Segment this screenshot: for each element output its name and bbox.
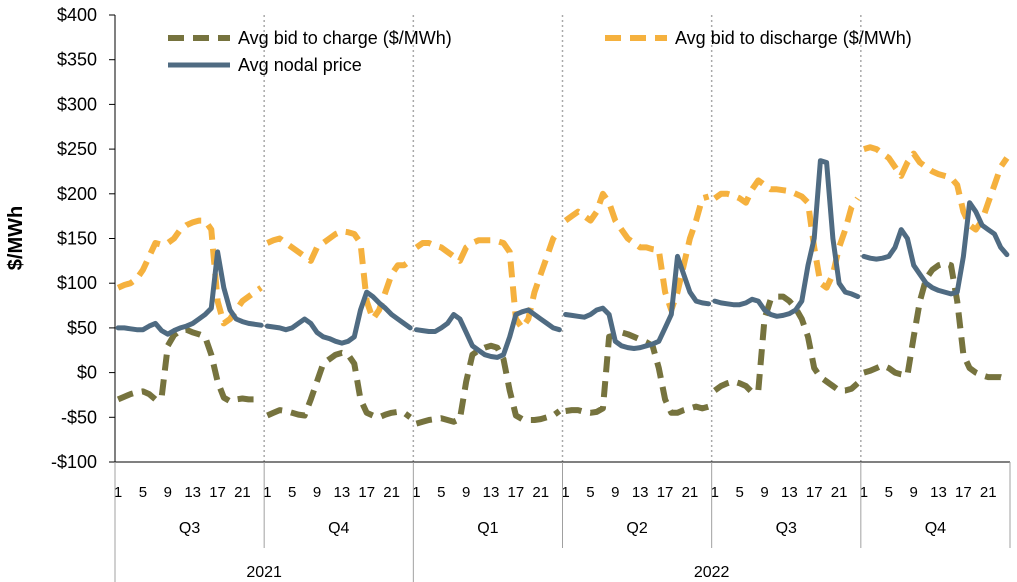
- y-tick-label: $300: [57, 94, 97, 114]
- y-axis-ticks: -$100 -$50 $0 $50 $100 $150 $200 $250 $300 $350 $4…: [51, 5, 115, 472]
- y-tick-label: $50: [67, 318, 97, 338]
- dashed-series-line: [563, 190, 710, 313]
- y-tick-label: $200: [57, 184, 97, 204]
- hour-tick-label: 9: [462, 484, 470, 501]
- quarter-label: Q1: [477, 520, 498, 537]
- quarter-label: Q2: [626, 520, 647, 537]
- hour-tick-label: 5: [139, 484, 147, 501]
- hour-tick-label: 13: [781, 484, 798, 501]
- legend: Avg bid to charge ($/MWh) Avg bid to disc…: [168, 28, 912, 75]
- legend-label: Avg bid to discharge ($/MWh): [675, 28, 912, 48]
- year-label: 2021: [246, 564, 282, 581]
- solid-series-line: [413, 307, 562, 360]
- hour-tick-label: 13: [632, 484, 649, 501]
- legend-label: Avg nodal price: [238, 55, 362, 75]
- hour-tick-label: 17: [806, 484, 823, 501]
- dashed-series-line: [713, 293, 860, 396]
- hour-tick-label: 21: [980, 484, 997, 501]
- quarter-label: Q3: [179, 520, 200, 537]
- y-tick-label: $150: [57, 229, 97, 249]
- hour-tick-label: 17: [657, 484, 674, 501]
- y-tick-label: -$100: [51, 452, 97, 472]
- hour-tick-label: 21: [532, 484, 549, 501]
- plot-area: [115, 15, 1010, 462]
- quarter-label: Q4: [328, 520, 349, 537]
- hour-tick-label: 17: [508, 484, 525, 501]
- hour-tick-label: 5: [735, 484, 743, 501]
- hour-tick-label: 1: [561, 484, 569, 501]
- solid-series-line: [563, 253, 712, 351]
- dashed-series-line: [414, 227, 562, 331]
- solid-series-line: [115, 249, 264, 337]
- dashed-series-line: [713, 177, 861, 291]
- legend-label: Avg bid to charge ($/MWh): [238, 28, 452, 48]
- dashed-series-line: [863, 260, 1008, 382]
- hour-tick-label: 13: [483, 484, 500, 501]
- hour-tick-label: 13: [930, 484, 947, 501]
- hour-tick-label: 9: [611, 484, 619, 501]
- dashed-series-line: [266, 349, 412, 421]
- hour-tick-label: 1: [860, 484, 868, 501]
- dashed-series-line: [116, 326, 262, 405]
- y-tick-label: $400: [57, 5, 97, 25]
- hour-tick-label: 13: [334, 484, 351, 501]
- dashed-series-line: [116, 217, 263, 327]
- hour-tick-label: 9: [313, 484, 321, 501]
- year-label: 2022: [694, 564, 730, 581]
- hour-tick-label: 1: [412, 484, 420, 501]
- hour-tick-label: 5: [885, 484, 893, 501]
- y-tick-label: $350: [57, 50, 97, 70]
- solid-series-line: [712, 158, 861, 319]
- hour-tick-label: 9: [760, 484, 768, 501]
- hour-tick-label: 5: [586, 484, 594, 501]
- hour-tick-label: 21: [234, 484, 251, 501]
- y-tick-label: $100: [57, 273, 97, 293]
- hour-tick-label: 5: [437, 484, 445, 501]
- solid-series-line: [264, 289, 413, 346]
- quarter-label: Q3: [776, 520, 797, 537]
- hour-tick-label: 1: [263, 484, 271, 501]
- dashed-series-line: [415, 342, 562, 427]
- dashed-series-line: [863, 144, 1010, 233]
- quarter-label: Q4: [925, 520, 946, 537]
- y-tick-label: -$50: [61, 407, 97, 427]
- hour-tick-label: 17: [209, 484, 226, 501]
- hour-tick-label: 21: [383, 484, 400, 501]
- hour-tick-label: 1: [711, 484, 719, 501]
- hour-tick-label: 9: [909, 484, 917, 501]
- y-tick-label: $250: [57, 139, 97, 159]
- hour-tick-label: 1: [114, 484, 122, 501]
- hour-tick-label: 17: [358, 484, 375, 501]
- hour-tick-label: 5: [288, 484, 296, 501]
- hour-tick-label: 9: [164, 484, 172, 501]
- hour-tick-label: 17: [955, 484, 972, 501]
- dashed-series-line: [266, 228, 412, 322]
- hour-tick-label: 13: [184, 484, 201, 501]
- hour-tick-label: 21: [831, 484, 848, 501]
- solid-series-line: [861, 200, 1010, 297]
- y-axis-label: $/MWh: [5, 206, 27, 270]
- series-lines: [115, 144, 1010, 427]
- dashed-series-line: [565, 329, 710, 416]
- y-tick-label: $0: [77, 363, 97, 383]
- hour-tick-label: 21: [682, 484, 699, 501]
